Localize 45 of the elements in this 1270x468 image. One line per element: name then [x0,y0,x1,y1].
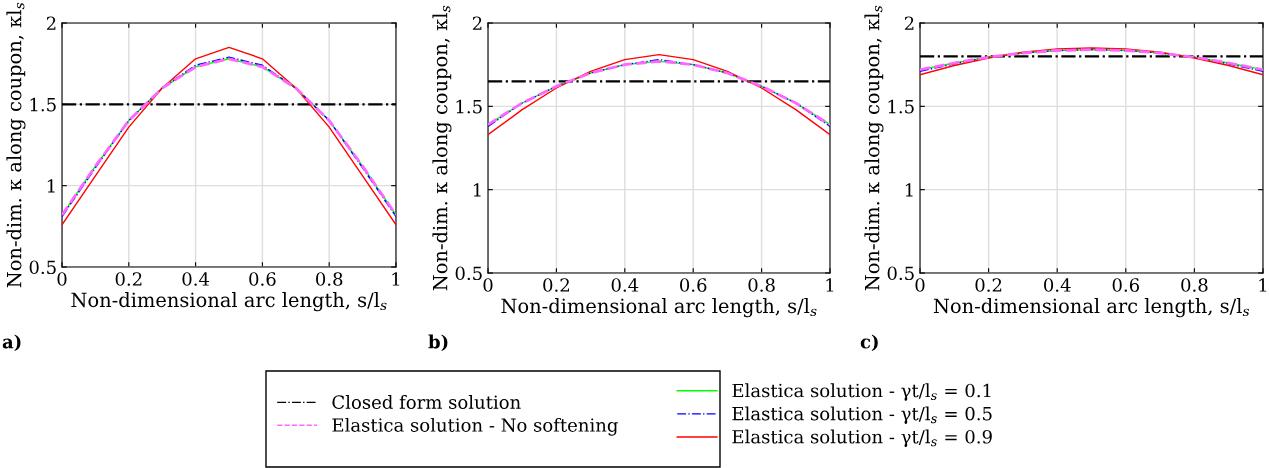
legend-label: Elastica solution - No softening [332,417,618,436]
line-series [488,53,830,136]
x-tick-label: 0.8 [748,278,775,292]
legend-label: Elastica solution - γt/l$_{s}$ = 0.1 [732,383,991,401]
x-tick-label: 0.8 [316,272,343,286]
x-tick-label: 0.4 [1044,278,1071,292]
y-axis-title: Non-dim. κ along coupon, κl$_{s}$ [6,2,26,288]
legend-label: Closed form solution [332,395,521,409]
y-tick-label: 1.5 [888,99,914,114]
x-tick-label: 0 [915,278,925,292]
y-tick-label: 0.5 [455,266,482,281]
x-tick-label: 0.6 [680,278,707,292]
y-tick-label: 1 [473,183,481,197]
x-tick-label: 1 [826,278,834,292]
text: c) [860,334,878,352]
x-tick-label: 0.8 [1181,278,1208,292]
x-axis-title: Non-dimensional arc length, s/l$_{s}$ [501,298,817,318]
legend-label: Elastica solution - γt/l$_{s}$ = 0.9 [732,429,992,448]
x-axis-title: Non-dimensional arc length, s/l$_{s}$ [933,298,1250,318]
y-tick-label: 2 [46,16,56,30]
x-tick-label: 0.6 [1112,278,1140,292]
y-tick-label: 0.5 [29,260,56,275]
y-tick-label: 1 [905,183,913,197]
y-axis-title: Non-dim. κ along coupon, κl$_{s}$ [864,5,884,291]
x-tick-label: 1 [392,272,400,286]
x-tick-label: 0.6 [249,272,276,286]
y-tick-label: 1.5 [30,97,56,112]
legend-label: Elastica solution - γt/l$_{s}$ = 0.5 [732,406,992,424]
y-axis-title: Non-dim. κ along coupon, κl$_{s}$ [432,5,452,291]
x-tick-label: 0.4 [182,272,210,286]
x-tick-label: 1 [1259,278,1267,292]
text: b) [428,334,448,352]
y-tick-label: 2 [472,16,482,30]
y-tick-label: 0.5 [887,266,914,281]
text: a) [2,334,21,352]
x-axis-title: Non-dimensional arc length, s/l$_{s}$ [71,292,387,312]
y-tick-label: 2 [904,16,914,30]
y-tick-label: 1 [47,179,55,193]
x-tick-label: 0 [57,272,67,286]
y-tick-label: 1.5 [456,99,482,114]
x-tick-label: 0.4 [611,278,639,292]
x-tick-label: 0 [483,278,493,292]
x-tick-label: 0.2 [543,278,569,292]
x-tick-label: 0.2 [975,278,1002,292]
x-tick-label: 0.2 [115,272,142,286]
